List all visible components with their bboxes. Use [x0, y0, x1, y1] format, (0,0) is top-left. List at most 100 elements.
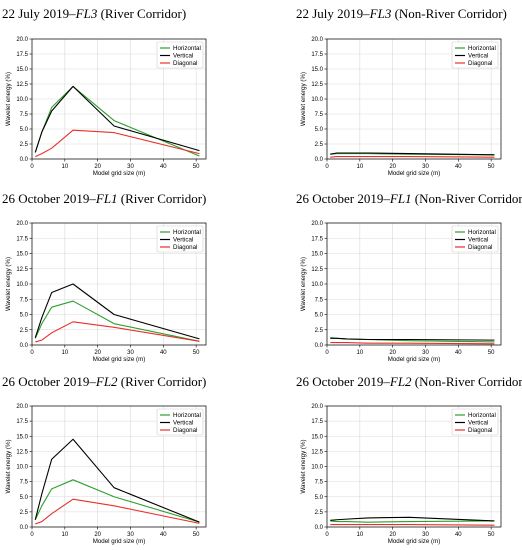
y-tick-label: 0.0: [315, 525, 324, 531]
y-tick-label: 15.0: [16, 252, 28, 258]
y-tick-label: 5.0: [20, 127, 29, 133]
x-tick-label: 50: [193, 350, 200, 356]
y-tick-label: 7.5: [315, 112, 324, 118]
y-tick-label: 15.0: [311, 252, 323, 258]
x-tick-label: 50: [488, 532, 495, 538]
chart-title-region: (River Corridor): [118, 374, 207, 389]
y-tick-label: 10.0: [16, 465, 28, 471]
plot-frame: [326, 222, 502, 346]
series-line-vertical: [34, 438, 200, 523]
y-tick-label: 20.0: [311, 404, 323, 410]
chart-title: 26 October 2019–FL1 (Non-River Corridor): [296, 191, 522, 206]
y-tick-label: 2.5: [315, 142, 324, 148]
y-tick-label: 12.5: [311, 82, 323, 88]
chart-title-flight: FL1: [95, 191, 118, 206]
y-tick-label: 7.5: [315, 480, 324, 486]
y-tick-label: 12.5: [311, 267, 323, 273]
x-tick-label: 0: [325, 350, 329, 356]
series-line-diagonal: [35, 498, 200, 525]
y-tick-label: 7.5: [20, 480, 29, 486]
chart-panel-2: 22 July 2019–FL3 (Non-River Corridor) 0.0…: [296, 6, 507, 177]
legend-label-diagonal: Diagonal: [468, 60, 492, 67]
x-tick-label: 40: [455, 532, 462, 538]
y-tick-label: 7.5: [20, 297, 29, 303]
y-tick-label: 12.5: [16, 449, 28, 455]
y-tick-label: 5.0: [315, 495, 324, 501]
y-tick-label: 15.0: [311, 434, 323, 440]
chart-title-flight: FL1: [389, 191, 412, 206]
y-tick-label: 7.5: [315, 297, 324, 303]
y-axis-label: Wavelet energy (%): [300, 257, 307, 311]
plot-frame: [326, 405, 502, 528]
y-tick-label: 10.0: [311, 97, 323, 103]
x-tick-label: 0: [325, 164, 329, 170]
chart-title-date: 26 October 2019–: [2, 374, 96, 389]
legend-label-vertical: Vertical: [173, 237, 193, 244]
legend-label-horizontal: Horizontal: [173, 45, 201, 52]
legend-label-vertical: Vertical: [173, 420, 193, 427]
chart-panel-4: 26 October 2019–FL1 (Non-River Corridor)…: [296, 191, 522, 363]
x-tick-label: 30: [127, 532, 134, 538]
chart-title: 26 October 2019–FL2 (River Corridor): [2, 374, 206, 389]
series-line-diagonal: [35, 129, 200, 158]
chart-title: 26 October 2019–FL2 (Non-River Corridor): [296, 374, 522, 389]
x-tick-label: 50: [193, 164, 200, 170]
legend-label-horizontal: Horizontal: [468, 412, 496, 419]
x-tick-label: 20: [94, 532, 101, 538]
y-tick-label: 5.0: [20, 495, 29, 501]
chart-title-flight: FL3: [75, 6, 98, 21]
y-tick-label: 20.0: [311, 37, 323, 43]
y-axis-label: Wavelet energy (%): [300, 439, 307, 493]
chart-panel-5: 26 October 2019–FL2 (River Corridor) 0.0 2…: [2, 374, 206, 545]
chart-title: 22 July 2019–FL3 (River Corridor): [2, 6, 186, 21]
x-tick-label: 30: [127, 164, 134, 170]
x-axis-label: Model grid size (m): [388, 170, 441, 177]
y-tick-label: 0.0: [20, 525, 29, 531]
y-tick-label: 10.0: [16, 282, 28, 288]
x-tick-label: 0: [30, 350, 34, 356]
x-tick-label: 20: [389, 164, 396, 170]
series-line-horizontal: [330, 520, 495, 523]
y-tick-label: 20.0: [16, 404, 28, 410]
chart-title-region: (River Corridor): [97, 6, 186, 21]
chart-title-date: 22 July 2019–: [2, 6, 76, 21]
y-tick-label: 2.5: [20, 142, 29, 148]
x-axis-label: Model grid size (m): [93, 538, 146, 545]
series-line-vertical: [34, 85, 200, 153]
x-tick-label: 10: [356, 350, 363, 356]
x-tick-label: 10: [356, 532, 363, 538]
x-tick-label: 40: [455, 350, 462, 356]
series-line-horizontal: [34, 479, 200, 523]
series-line-diagonal: [330, 524, 495, 526]
y-tick-label: 12.5: [16, 82, 28, 88]
legend-label-horizontal: Horizontal: [173, 229, 201, 236]
x-tick-label: 30: [422, 164, 429, 170]
x-tick-label: 50: [488, 350, 495, 356]
x-tick-label: 0: [30, 164, 34, 170]
y-tick-label: 0.0: [20, 343, 29, 349]
chart-title-flight: FL3: [369, 6, 392, 21]
x-tick-label: 40: [455, 164, 462, 170]
y-tick-label: 7.5: [20, 112, 29, 118]
series-line-diagonal: [35, 321, 200, 343]
y-tick-label: 0.0: [315, 157, 324, 163]
series-line-diagonal: [330, 156, 495, 158]
chart-title-date: 22 July 2019–: [296, 6, 370, 21]
series-line-vertical: [330, 152, 495, 156]
y-tick-label: 0.0: [20, 157, 29, 163]
chart-title-region: (Non-River Corridor): [412, 191, 522, 206]
y-tick-label: 5.0: [20, 313, 29, 319]
y-tick-label: 12.5: [16, 267, 28, 273]
legend-label-horizontal: Horizontal: [468, 45, 496, 52]
x-tick-label: 40: [160, 532, 167, 538]
x-tick-label: 50: [488, 164, 495, 170]
y-axis-label: Wavelet energy (%): [5, 257, 12, 311]
x-tick-label: 40: [160, 164, 167, 170]
x-tick-label: 20: [389, 350, 396, 356]
x-axis-label: Model grid size (m): [388, 538, 441, 545]
chart-title-region: (Non-River Corridor): [412, 374, 522, 389]
